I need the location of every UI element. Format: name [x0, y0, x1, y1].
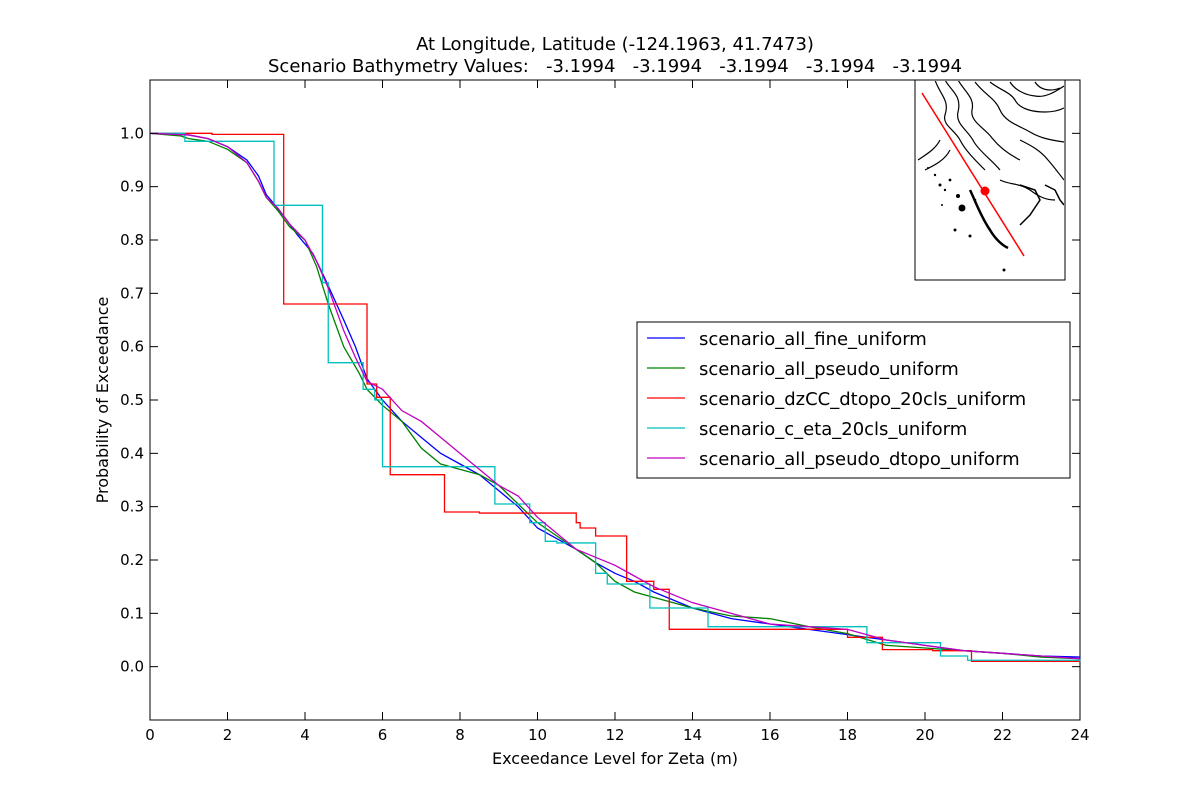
series-layer: [149, 132, 1081, 662]
plot-area: 0 2 4 6 8 10 12 14 16 18 20 22 240.00.10.20.30.40.50…: [120, 79, 1090, 744]
legend: scenario_all_fine_uniform scenario_all_ps…: [636, 321, 1071, 479]
y-tick-label: 0.9: [120, 178, 144, 196]
inset-map-islands: [927, 167, 1006, 272]
y-tick-label: 1.0: [120, 124, 144, 142]
series-line-3: [150, 132, 1080, 662]
x-tick-label: 20: [915, 726, 934, 744]
y-tick-label: 0.3: [120, 498, 144, 516]
inset-map: [914, 79, 1066, 281]
y-tick-label: 0.4: [120, 444, 144, 462]
x-tick-label: 10: [528, 726, 547, 744]
y-tick-label: 0.0: [120, 658, 144, 676]
y-tick-label: 0.1: [120, 604, 144, 622]
x-tick-label: 6: [378, 726, 388, 744]
legend-label: scenario_c_eta_20cls_uniform: [699, 419, 967, 440]
legend-frame: [636, 321, 1071, 479]
x-axis-label: Exceedance Level for Zeta (m): [492, 749, 738, 768]
x-tick-label: 18: [838, 726, 857, 744]
chart-title: At Longitude, Latitude (-124.1963, 41.74…: [416, 34, 814, 55]
inset-map-frame: [914, 79, 1066, 281]
x-tick-label: 22: [993, 726, 1012, 744]
y-axis-label: Probability of Exceedance: [93, 297, 112, 504]
chart-subtitle: Scenario Bathymetry Values: -3.1994 -3.1…: [268, 56, 962, 77]
x-tick-label: 2: [223, 726, 233, 744]
x-tick-label: 8: [455, 726, 465, 744]
series-line-5: [149, 132, 1081, 660]
inset-map-location-marker: [980, 186, 990, 196]
x-tick-label: 0: [145, 726, 155, 744]
legend-label: scenario_all_pseudo_uniform: [699, 359, 959, 380]
x-tick-label: 16: [760, 726, 779, 744]
y-tick-label: 0.7: [120, 284, 144, 302]
y-tick-label: 0.2: [120, 551, 144, 569]
y-tick-label: 0.5: [120, 391, 144, 409]
legend-label: scenario_all_fine_uniform: [699, 329, 927, 350]
x-tick-label: 12: [605, 726, 624, 744]
inset-map-transect: [921, 92, 1025, 257]
legend-label: scenario_dzCC_dtopo_20cls_uniform: [699, 389, 1026, 410]
y-tick-label: 0.6: [120, 338, 144, 356]
legend-label: scenario_all_pseudo_dtopo_uniform: [699, 449, 1020, 470]
inset-map-contours: [917, 81, 1064, 250]
x-tick-label: 14: [683, 726, 702, 744]
x-tick-label: 24: [1070, 726, 1089, 744]
series-line-4: [150, 132, 1081, 662]
tick-layer: 0 2 4 6 8 10 12 14 16 18 20 22 240.00.10.20.30.40.50…: [120, 80, 1090, 744]
x-tick-label: 4: [300, 726, 310, 744]
y-tick-label: 0.8: [120, 231, 144, 249]
